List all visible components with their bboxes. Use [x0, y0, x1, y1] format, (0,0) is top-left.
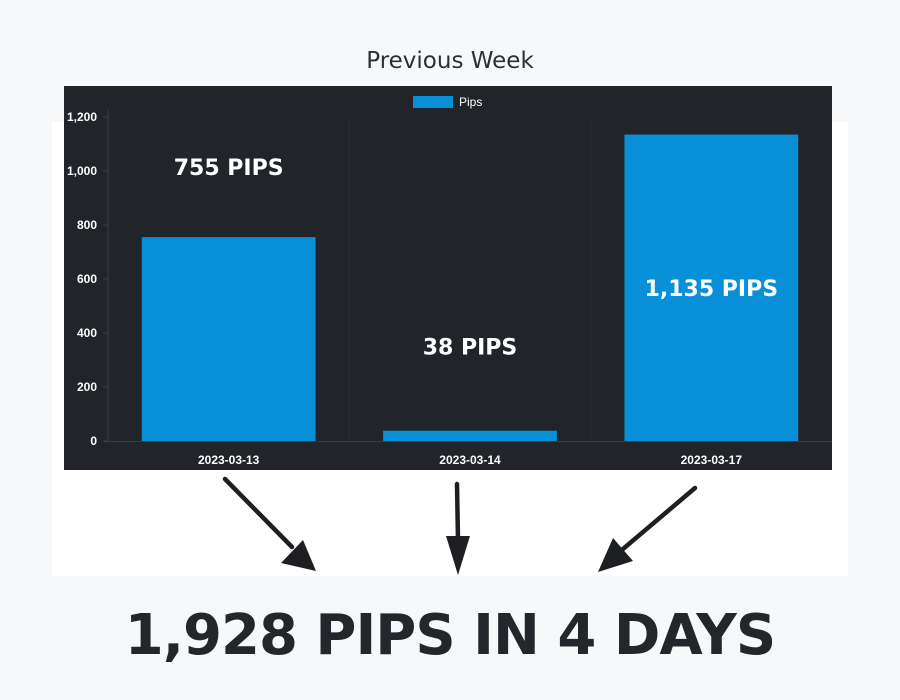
arrow-icon-right: [598, 485, 698, 572]
x-tick-label: 2023-03-17: [681, 453, 743, 467]
arrow-icon-center: [446, 481, 470, 575]
headline-total-pips: 1,928 PIPS IN 4 DAYS: [124, 603, 776, 668]
y-tick-label: 400: [77, 326, 97, 340]
legend-swatch: [413, 96, 453, 108]
bar-chart: 0 200 400 600 800 1,000 1,200 2023-03-13 755 PIP…: [64, 86, 832, 470]
y-tick-label: 0: [90, 434, 97, 448]
page-title: Previous Week: [366, 48, 534, 74]
bar-2023-03-13: [141, 237, 316, 441]
y-tick-label: 800: [77, 218, 97, 232]
chart-svg: 0 200 400 600 800 1,000 1,200 2023-03-13 755 PIP…: [64, 86, 832, 470]
data-label: 1,135 PIPS: [645, 277, 779, 302]
bar-2023-03-17: [624, 134, 799, 442]
data-label: 755 PIPS: [174, 156, 284, 181]
x-tick-label: 2023-03-14: [439, 453, 501, 467]
bar-2023-03-14: [383, 430, 557, 441]
y-tick-label: 1,000: [67, 164, 97, 178]
arrow-icon-left: [222, 476, 316, 571]
y-tick-label: 600: [77, 272, 97, 286]
y-tick-label: 200: [77, 380, 97, 394]
y-tick-label: 1,200: [67, 110, 97, 124]
legend-label: Pips: [459, 95, 482, 109]
data-label: 38 PIPS: [423, 336, 518, 361]
x-tick-label: 2023-03-13: [198, 453, 260, 467]
